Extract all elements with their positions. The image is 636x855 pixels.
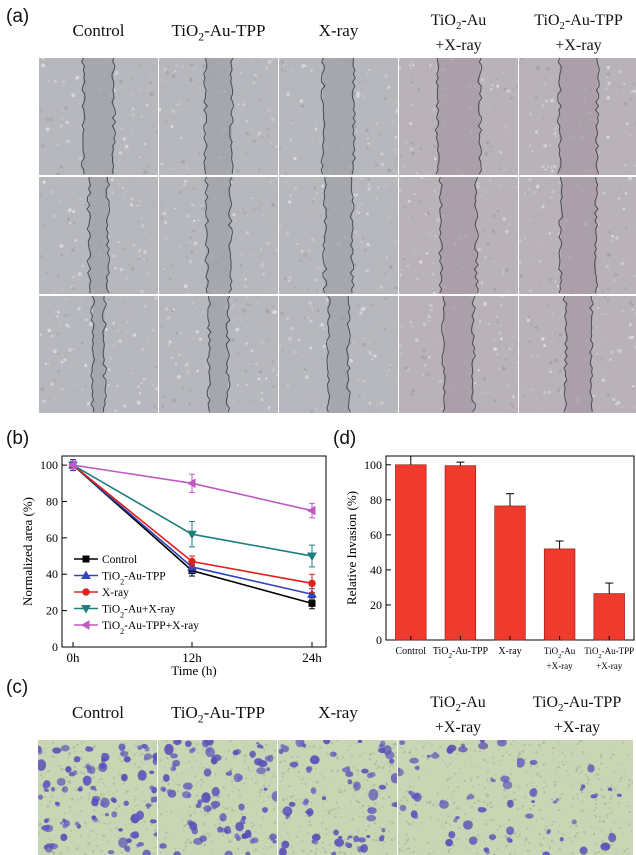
chart-d-ytick-label: 80: [370, 493, 382, 507]
chart-b-legend-marker: [81, 605, 91, 614]
chart-b-legend-label: Control: [102, 554, 137, 566]
chart-b-ytick-label: 0: [52, 640, 58, 654]
chart-b-xtick-label: 0h: [67, 650, 81, 665]
chart-b-ytick-label: 100: [40, 458, 58, 472]
chart-d-ytick-label: 40: [370, 563, 382, 577]
chart-b-ytick-label: 20: [46, 604, 58, 618]
chart-b-legend-item: TiO2-Au+X-ray: [74, 604, 176, 620]
panel-c-column-label: X-ray: [318, 703, 358, 722]
chart-b-point: [188, 557, 196, 566]
scratch-wound-image: [519, 296, 636, 413]
transwell-invasion-image: [398, 740, 517, 855]
transwell-invasion-image: [517, 740, 633, 855]
chart-d-ytick-label: 20: [370, 598, 382, 612]
scratch-wound-image: [279, 58, 398, 175]
scratch-wound-image: [519, 177, 636, 294]
chart-b-point: [308, 599, 316, 607]
chart-b-ytick-label: 40: [46, 567, 58, 581]
scratch-wound-image: [399, 296, 518, 413]
scratch-wound-image: [159, 177, 278, 294]
scratch-wound-image: [279, 177, 398, 294]
scratch-wound-image: [159, 58, 278, 175]
chart-d-bar: [494, 505, 526, 641]
chart-d-ylabel: Relative Invasion (%): [344, 491, 359, 605]
chart-b-ytick-label: 80: [46, 494, 58, 508]
chart-b-ylabel: Normalized area (%): [20, 497, 35, 606]
chart-b-frame: [61, 455, 327, 648]
chart-d-bar: [593, 593, 625, 641]
transwell-invasion-image: [38, 740, 157, 855]
chart-d-ytick-label: 60: [370, 528, 382, 542]
scratch-wound-image: [39, 177, 158, 294]
chart-d-ytick-label: 100: [364, 458, 382, 472]
scratch-wound-image: [519, 58, 636, 175]
chart-d-xtick-label: TiO2-Au-TPP: [433, 646, 489, 660]
chart-d-xtick-label: X-ray: [498, 646, 521, 657]
chart-d-ytick-label: 0: [376, 633, 382, 647]
chart-d-bar: [444, 465, 477, 641]
chart-b-xtick-label: 12h: [182, 650, 202, 665]
chart-d-bar: [543, 548, 576, 641]
panel-d-letter: (d): [333, 428, 357, 449]
scratch-wound-image: [159, 296, 278, 413]
scratch-wound-image: [279, 296, 398, 413]
chart-b-xlabel: Time (h): [171, 663, 216, 678]
panel-c-column-label: Control: [72, 703, 124, 722]
panel-a-column-label: TiO2-Au-TPP: [171, 21, 266, 44]
chart-b-series: [67, 460, 316, 519]
chart-d-xtick-label-line2: +X-ray: [547, 661, 574, 671]
scratch-wound-image: [39, 58, 158, 175]
chart-b-ytick-label: 60: [46, 531, 58, 545]
scratch-wound-image: [39, 296, 158, 413]
chart-b-point: [307, 589, 317, 598]
scratch-wound-image: [399, 58, 518, 175]
chart-b-legend-label: TiO2-Au+X-ray: [102, 604, 176, 620]
panel-a-letter: (a): [6, 6, 30, 27]
panel-a-column-label: X-ray: [318, 21, 359, 40]
chart-b-legend-item: TiO2-Au-TPP+X-ray: [74, 620, 199, 636]
chart-b-legend-label: TiO2-Au-TPP+X-ray: [102, 620, 199, 636]
panel-c-column-label: TiO2-Au-TPP +X-ray: [532, 694, 622, 737]
chart-b-legend-label: TiO2-Au-TPP: [102, 571, 166, 587]
chart-b-xtick-label: 24h: [302, 650, 322, 665]
panel-c-column-label: TiO2-Au +X-ray: [430, 694, 486, 737]
panel-c-letter: (c): [6, 677, 29, 698]
chart-d-xtick-label-line2: +X-ray: [596, 661, 623, 671]
panel-c-column-label: TiO2-Au-TPP: [171, 703, 265, 726]
chart-d-bar: [395, 464, 427, 641]
panel-a-column-label: TiO2-Au-TPP +X-ray: [534, 12, 623, 55]
chart-d-xtick-label: TiO2-Au-TPP: [584, 646, 634, 660]
chart-b-legend-marker: [82, 555, 90, 563]
chart-b-point: [308, 579, 316, 588]
transwell-invasion-image: [278, 740, 397, 855]
chart-d-xtick-label: Control: [396, 646, 427, 657]
chart-b-legend-marker: [81, 570, 91, 579]
chart-b-point: [67, 460, 77, 470]
scratch-wound-image: [399, 177, 518, 294]
chart-d-xtick-label: TiO2-Au: [544, 646, 576, 660]
chart-b-point: [306, 505, 316, 516]
panel-d-bar-chart: 0 20 40 60 80 100 Relative Invasion (%) Control…: [344, 455, 635, 671]
chart-b-point: [307, 552, 317, 562]
transwell-invasion-image: [158, 740, 277, 855]
chart-b-point: [186, 478, 196, 489]
panel-b-letter: (b): [6, 428, 30, 449]
chart-b-legend-marker: [80, 620, 90, 630]
chart-b-legend-item: Control: [74, 554, 137, 566]
chart-b-legend-label: X-ray: [102, 587, 129, 599]
chart-b-legend-item: X-ray: [74, 587, 129, 599]
panel-b-line-chart: 0 20 40 60 80 100 0h 12h 24h Time (h) Normalized a…: [20, 455, 327, 678]
chart-b-legend-item: TiO2-Au-TPP: [74, 570, 166, 587]
chart-b-legend-marker: [82, 588, 90, 596]
chart-b-point: [187, 530, 197, 540]
panel-a-column-label: TiO2-Au +X-ray: [430, 12, 487, 55]
panel-a-column-label: Control: [72, 21, 125, 40]
